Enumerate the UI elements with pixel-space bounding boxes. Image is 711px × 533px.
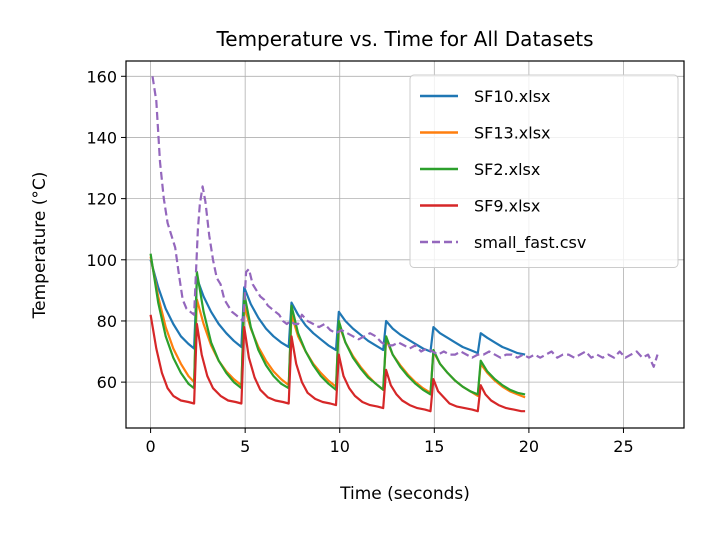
y-tick-label: 100 (86, 251, 117, 270)
y-tick-label: 160 (86, 67, 117, 86)
x-tick-label: 15 (424, 437, 444, 456)
series-line-3 (149, 253, 526, 396)
legend-box (409, 74, 679, 268)
x-tick-label: 20 (519, 437, 539, 456)
legend-label-3: SF2.xlsx (474, 160, 540, 179)
x-axis-title: Time (seconds) (339, 484, 470, 504)
series-line-5 (151, 76, 659, 368)
x-tick-label: 25 (613, 437, 633, 456)
y-tick-label: 120 (86, 190, 117, 209)
x-tick-label: 0 (145, 437, 155, 456)
axis-ticks: 0 5 10 15 20 25 60 80 100 120 140 160 (86, 67, 633, 456)
series-layer (149, 76, 659, 413)
chart-title: Temperature vs. Time for All Datasets (215, 27, 593, 51)
y-axis-title: Temperature (°C) (30, 172, 50, 320)
legend-label-1: SF10.xlsx (474, 87, 551, 106)
x-tick-label: 10 (330, 437, 350, 456)
legend: SF10.xlsx SF13.xlsx SF2.xlsx SF9.xlsx small_… (409, 74, 679, 268)
plot-frame (125, 60, 685, 429)
legend-label-4: SF9.xlsx (474, 197, 540, 216)
y-tick-label: 140 (86, 128, 117, 147)
y-tick-label: 60 (97, 373, 117, 392)
legend-label-5: small_fast.csv (474, 233, 586, 253)
y-tick-label: 80 (97, 312, 117, 331)
x-tick-label: 5 (240, 437, 250, 456)
legend-label-2: SF13.xlsx (474, 124, 551, 143)
series-line-4 (149, 314, 526, 413)
